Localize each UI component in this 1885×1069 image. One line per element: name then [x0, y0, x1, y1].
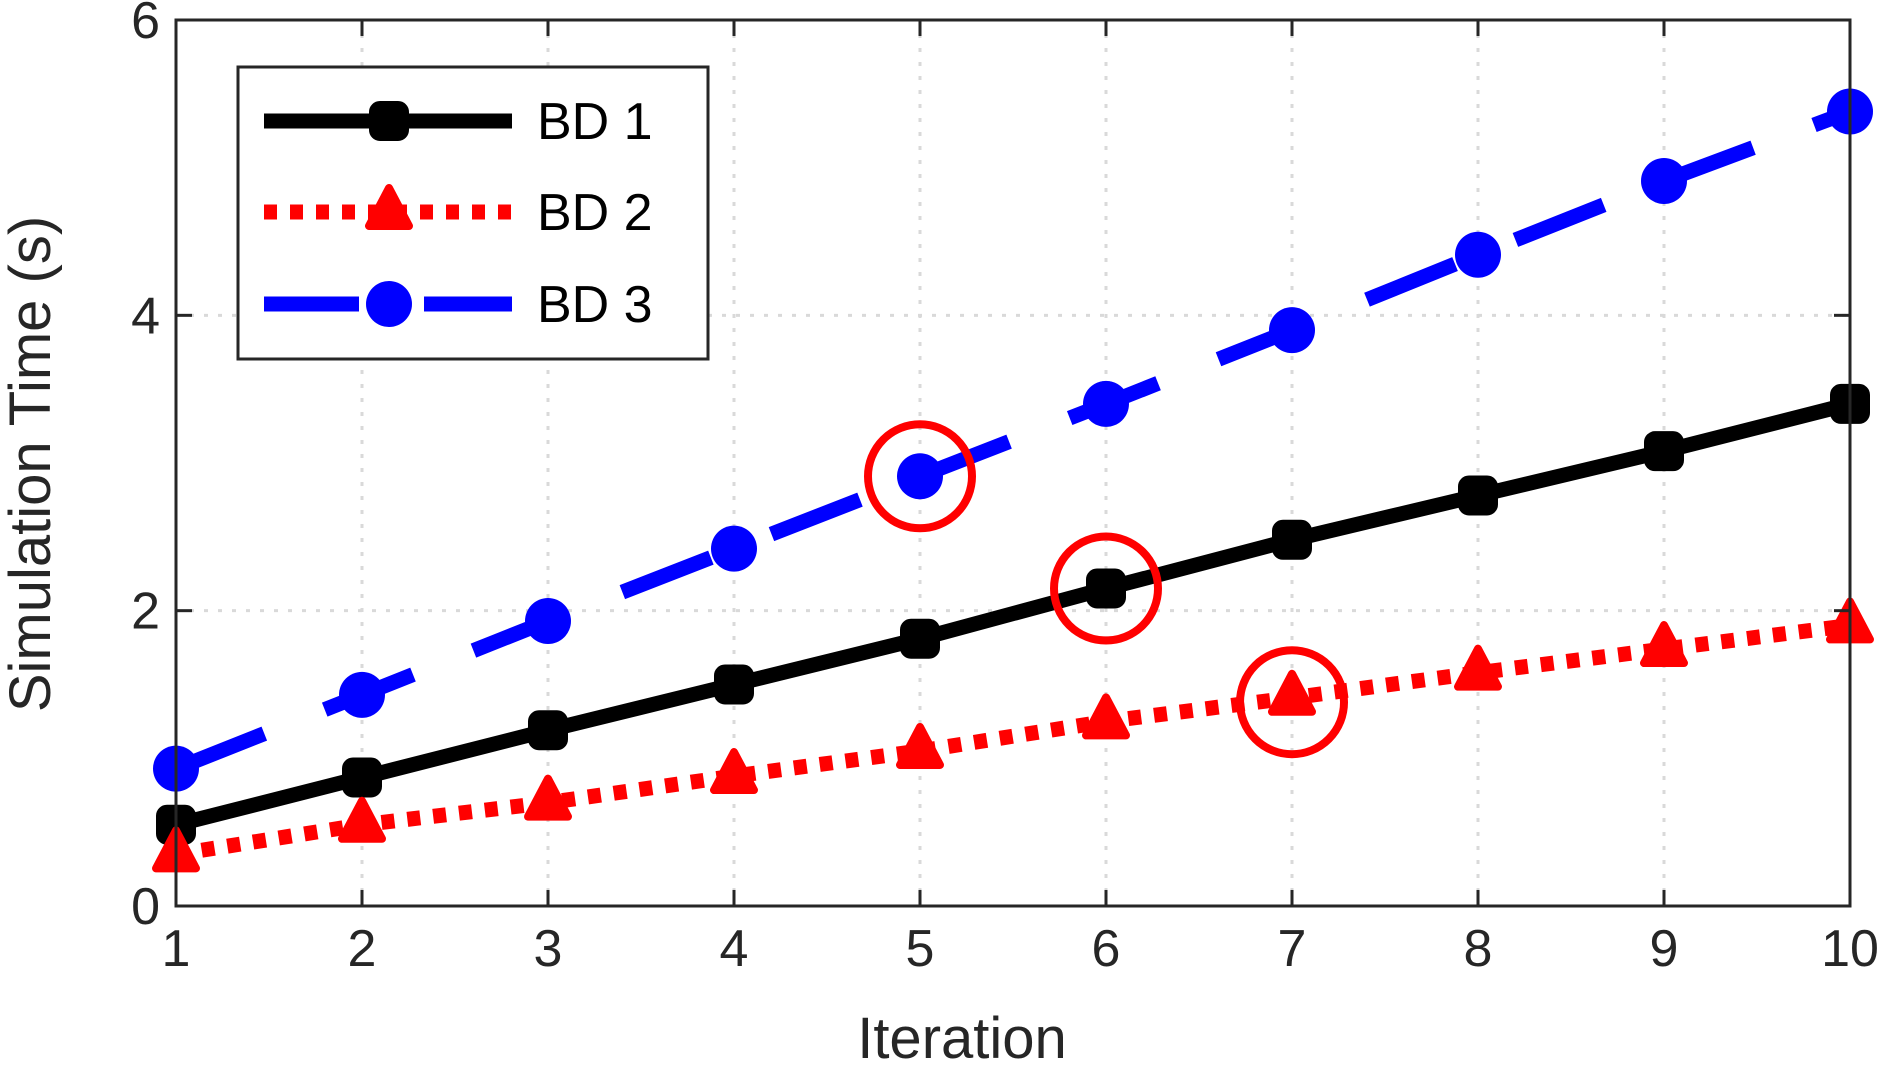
series-line-2	[174, 617, 1851, 862]
data-point-triangle	[338, 796, 386, 843]
legend-label-1: BD 1	[537, 93, 653, 151]
data-point-square	[1086, 568, 1126, 609]
data-point-circle	[1083, 380, 1129, 427]
x-tick-label: 9	[1650, 920, 1679, 978]
data-point-circle	[1455, 231, 1501, 278]
tick-labels: 1 2 3 4 5 6 7 8 9 10 0 2 4 6	[131, 0, 1879, 978]
y-tick-label: 6	[131, 0, 160, 50]
data-point-circle	[1641, 157, 1687, 204]
highlight-circle	[1236, 646, 1348, 759]
y-tick-label: 4	[131, 287, 160, 345]
annotation-layer	[864, 420, 1348, 759]
data-point-triangle	[710, 748, 758, 795]
x-tick-label: 10	[1821, 920, 1879, 978]
x-tick-label: 3	[534, 920, 563, 978]
legend-label-3: BD 3	[537, 276, 653, 334]
data-point-triangle	[524, 774, 572, 821]
data-point-triangle	[1454, 644, 1502, 691]
legend-marker-circle	[366, 281, 412, 327]
legend-marker-triangle	[365, 184, 413, 230]
data-point-circle	[711, 525, 757, 572]
data-point-square	[714, 664, 754, 705]
data-point-circle	[525, 598, 571, 645]
data-point-square	[528, 710, 568, 751]
legend: BD 1 BD 2 BD 3	[236, 65, 710, 361]
x-tick-label: 5	[906, 920, 935, 978]
y-tick-label: 2	[131, 583, 160, 641]
highlight-circle	[864, 420, 976, 533]
legend-label-2: BD 2	[537, 184, 653, 242]
data-point-square	[1458, 475, 1498, 516]
axes	[174, 18, 1852, 908]
data-point-square	[900, 618, 940, 659]
data-point-square	[1272, 519, 1312, 560]
data-point-triangle	[1082, 693, 1130, 740]
x-tick-label: 4	[720, 920, 749, 978]
x-tick-label: 6	[1092, 920, 1121, 978]
x-axis-title: Iteration	[857, 1006, 1067, 1069]
data-point-triangle	[1268, 669, 1316, 716]
data-point-square	[1644, 431, 1684, 472]
series-line-3	[173, 104, 1853, 776]
y-tick-label: 0	[131, 878, 160, 936]
axes-frame	[174, 18, 1852, 908]
series-2	[152, 597, 1874, 873]
series-layer	[152, 88, 1874, 873]
data-point-circle	[1269, 307, 1315, 354]
y-axis-title: Simulation Time (s)	[0, 216, 63, 712]
series-line-1	[174, 396, 1852, 833]
series-1	[156, 383, 1870, 845]
x-tick-label: 8	[1464, 920, 1493, 978]
data-point-circle	[897, 453, 943, 500]
x-tick-label: 7	[1278, 920, 1307, 978]
data-point-circle	[339, 671, 385, 718]
series-3	[153, 88, 1873, 792]
data-point-triangle	[1640, 621, 1688, 668]
legend-marker-square	[369, 101, 409, 141]
data-point-square	[342, 757, 382, 798]
x-tick-label: 1	[162, 920, 191, 978]
data-point-triangle	[896, 722, 944, 769]
highlight-circle	[1050, 532, 1162, 645]
x-tick-label: 2	[348, 920, 377, 978]
